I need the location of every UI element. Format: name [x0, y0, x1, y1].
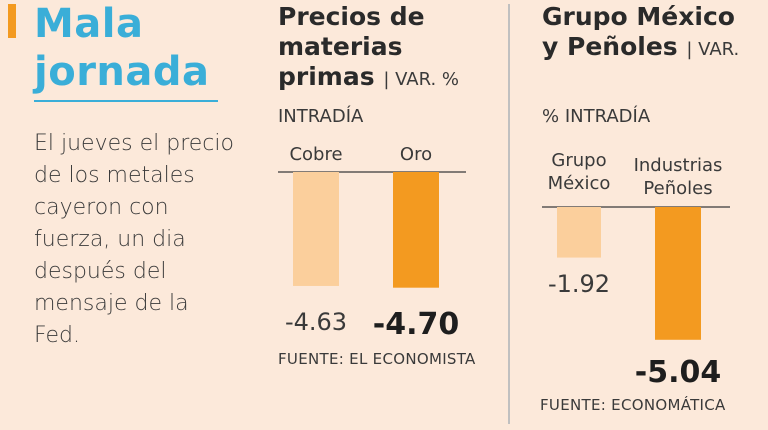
accent-bar — [8, 4, 16, 38]
chart-1-value-label-2: -4.70 — [373, 307, 459, 342]
chart-2-value-label-1: -1.92 — [548, 270, 610, 298]
headline: Mala jornada — [34, 0, 210, 96]
chart-1-unit-label: | VAR. % — [383, 69, 460, 90]
chart-1-title: Precios de materias primas | VAR. % — [278, 2, 498, 95]
chart-1-title-text: Precios de materias primas — [278, 2, 425, 91]
chart-2-unit-label-2: % INTRADÍA — [542, 106, 651, 127]
chart-2-category-label-1-line-1: Grupo — [551, 150, 606, 171]
chart-2-value-label-2: -5.04 — [635, 355, 721, 390]
chart-2-bar-1 — [557, 207, 601, 258]
chart-1-source: FUENTE: EL ECONOMISTA — [278, 350, 476, 368]
column-divider — [508, 4, 510, 424]
headline-line-2: jornada — [34, 49, 210, 95]
intro-text: El jueves el precio de los metales cayer… — [34, 131, 234, 348]
chart-2-unit-label: | VAR. — [686, 39, 740, 60]
chart-1-bar-1 — [293, 172, 339, 286]
chart-1-bar-2 — [393, 172, 439, 288]
headline-rule — [34, 100, 218, 102]
chart-2-bar-2 — [655, 207, 701, 340]
chart-2-source: FUENTE: ECONOMÁTICA — [540, 396, 726, 414]
chart-2-title: Grupo México y Peñoles | VAR. — [542, 2, 742, 65]
chart-1-category-label-2: Oro — [400, 144, 432, 165]
headline-line-1: Mala — [34, 1, 144, 47]
chart-1-unit-label-2: INTRADÍA — [278, 106, 364, 127]
chart-1-category-label-1: Cobre — [289, 144, 342, 165]
chart-1-value-label-1: -4.63 — [285, 308, 347, 336]
chart-2-category-label-2-line-2: Peñoles — [643, 178, 712, 199]
chart-2-title-text: Grupo México y Peñoles — [542, 2, 735, 61]
chart-2-category-label-1-line-2: México — [548, 173, 611, 194]
chart-2-category-label-2-line-1: Industrias — [634, 155, 723, 176]
